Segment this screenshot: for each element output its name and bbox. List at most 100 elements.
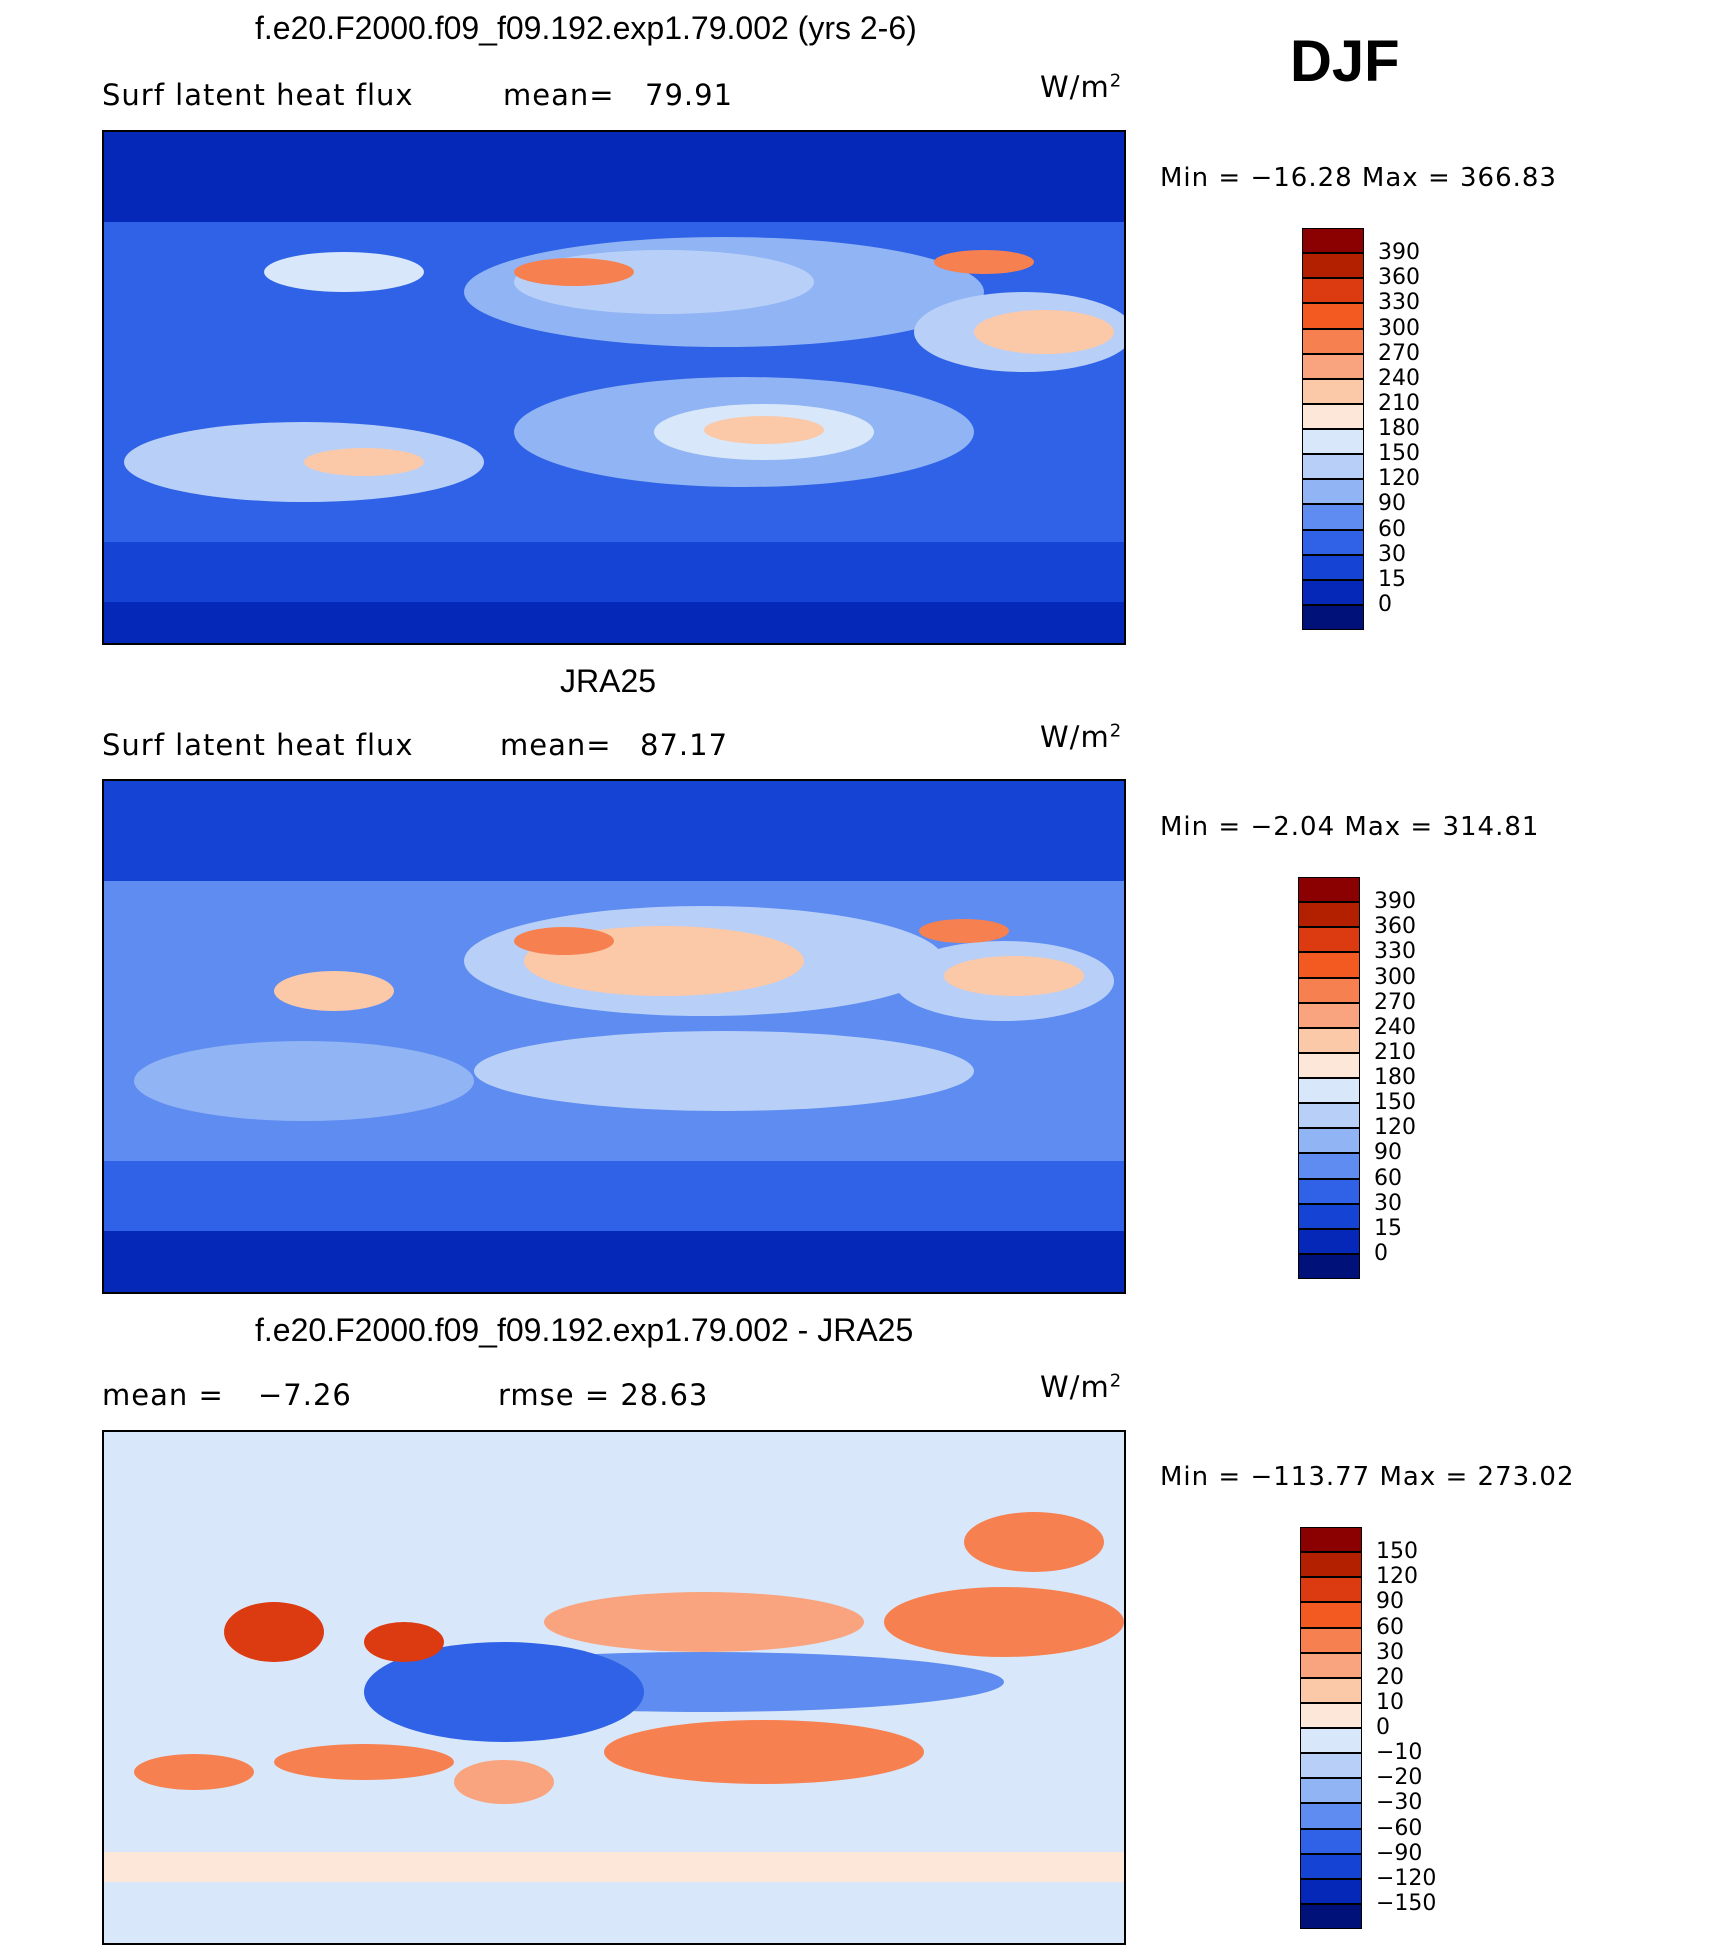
colorbar-swatch: [1300, 1602, 1362, 1628]
panel1-mean-label: mean=: [503, 78, 615, 112]
colorbar-tick-label: 120: [1376, 1564, 1418, 1590]
colorbar-tick-label: −60: [1376, 1815, 1423, 1841]
colorbar-swatch: [1298, 952, 1360, 978]
panel2-colorbar: 390 360 330 300 270 240 210 180 150 120 90 60 30 15 0: [1298, 877, 1416, 1279]
colorbar-tick-label: 330: [1374, 939, 1416, 965]
colorbar-swatch: [1302, 328, 1364, 354]
panel3-title: f.e20.F2000.f09_f09.192.exp1.79.002 - JR…: [255, 1312, 914, 1348]
colorbar-swatch: [1300, 1903, 1362, 1929]
colorbar-swatch: [1298, 1128, 1360, 1154]
colorbar-swatch: [1298, 1002, 1360, 1028]
panel2-variable: Surf latent heat flux: [102, 728, 414, 762]
colorbar-tick-label: 15: [1374, 1215, 1402, 1241]
colorbar-tick-label: 120: [1374, 1115, 1416, 1141]
colorbar-swatch: [1300, 1577, 1362, 1603]
colorbar-tick-label: −30: [1376, 1790, 1423, 1816]
colorbar-tick-label: 150: [1376, 1539, 1418, 1565]
colorbar-swatch: [1302, 504, 1364, 530]
colorbar-tick-label: 240: [1374, 1014, 1416, 1040]
colorbar-swatch: [1298, 1078, 1360, 1104]
colorbar-tick-label: −20: [1376, 1765, 1423, 1791]
colorbar-tick-label: 60: [1378, 516, 1406, 542]
colorbar-tick-label: 270: [1374, 989, 1416, 1015]
colorbar-swatch: [1298, 1052, 1360, 1078]
colorbar-tick-label: −90: [1376, 1840, 1423, 1866]
colorbar-swatch: [1298, 1203, 1360, 1229]
colorbar-swatch: [1302, 303, 1364, 329]
panel3-mean-value: −7.26: [258, 1378, 352, 1412]
colorbar-tick-label: 30: [1374, 1190, 1402, 1216]
panel1-map: [102, 130, 1126, 645]
panel2-title: JRA25: [560, 663, 657, 699]
panel3-units: W/m2: [1040, 1370, 1123, 1404]
colorbar-swatch: [1298, 927, 1360, 953]
colorbar-swatch: [1302, 479, 1364, 505]
colorbar-tick-label: 150: [1378, 441, 1420, 467]
colorbar-swatch: [1300, 1753, 1362, 1779]
panel1-title: f.e20.F2000.f09_f09.192.exp1.79.002 (yrs…: [255, 10, 917, 46]
panel1-minmax: Min = −16.28 Max = 366.83: [1160, 163, 1557, 193]
colorbar-tick-label: 90: [1374, 1140, 1402, 1166]
colorbar-tick-label: 60: [1376, 1614, 1404, 1640]
colorbar-swatch: [1300, 1527, 1362, 1553]
colorbar-swatch: [1298, 902, 1360, 928]
panel1-variable: Surf latent heat flux: [102, 78, 414, 112]
panel1-units: W/m2: [1040, 70, 1123, 104]
panel1-colorbar: 390 360 330 300 270 240 210 180 150 120 90 60 30 15 0: [1302, 228, 1420, 630]
panel3-rmse: rmse = 28.63: [498, 1378, 709, 1412]
colorbar-tick-label: 390: [1378, 240, 1420, 266]
colorbar-tick-label: 0: [1376, 1715, 1390, 1740]
colorbar-swatch: [1302, 579, 1364, 605]
colorbar-swatch: [1300, 1677, 1362, 1703]
colorbar-tick-label: 30: [1378, 541, 1406, 567]
colorbar-swatch: [1302, 278, 1364, 304]
colorbar-tick-label: 300: [1378, 315, 1420, 341]
colorbar-swatch: [1300, 1853, 1362, 1879]
colorbar-swatch: [1298, 977, 1360, 1003]
colorbar-swatch: [1300, 1702, 1362, 1728]
colorbar-swatch: [1300, 1552, 1362, 1578]
colorbar-tick-label: 330: [1378, 290, 1420, 316]
colorbar-tick-label: 120: [1378, 466, 1420, 492]
colorbar-tick-label: −150: [1376, 1890, 1437, 1916]
colorbar-tick-label: 240: [1378, 365, 1420, 391]
colorbar-swatch: [1300, 1778, 1362, 1804]
colorbar-tick-label: 210: [1374, 1039, 1416, 1065]
colorbar-swatch: [1300, 1878, 1362, 1904]
colorbar-tick-label: 360: [1374, 914, 1416, 940]
colorbar-swatch: [1300, 1803, 1362, 1829]
colorbar-swatch: [1302, 378, 1364, 404]
colorbar-tick-label: 20: [1376, 1664, 1404, 1690]
colorbar-tick-label: 30: [1376, 1639, 1404, 1665]
colorbar-tick-label: 360: [1378, 265, 1420, 291]
panel2-minmax: Min = −2.04 Max = 314.81: [1160, 812, 1540, 842]
panel3-colorbar: 150 120 90 60 30 20 10 0 −10 −20 −30 −60 −90 −120 −150: [1300, 1527, 1436, 1929]
panel3-map: [102, 1430, 1126, 1945]
colorbar-tick-label: −10: [1376, 1740, 1423, 1766]
panel3-field: [104, 1432, 1124, 1943]
colorbar-tick-label: 180: [1378, 416, 1420, 441]
panel2-map: [102, 779, 1126, 1294]
colorbar-tick-label: 90: [1376, 1589, 1404, 1615]
colorbar-tick-label: 210: [1378, 390, 1420, 416]
colorbar-tick-label: 60: [1374, 1165, 1402, 1191]
panel2-units: W/m2: [1040, 720, 1123, 754]
colorbar-tick-label: 0: [1374, 1240, 1388, 1266]
colorbar-swatch: [1300, 1828, 1362, 1854]
season-label: DJF: [1290, 29, 1400, 94]
panel2-mean-value: 87.17: [640, 728, 729, 762]
panel3-mean-label: mean =: [102, 1378, 224, 1412]
panel1-mean-value: 79.91: [645, 78, 734, 112]
panel3-minmax: Min = −113.77 Max = 273.02: [1160, 1462, 1575, 1492]
colorbar-swatch: [1302, 554, 1364, 580]
colorbar-tick-label: 180: [1374, 1065, 1416, 1090]
colorbar-swatch: [1300, 1728, 1362, 1754]
colorbar-swatch: [1302, 429, 1364, 455]
colorbar-tick-label: 150: [1374, 1090, 1416, 1116]
colorbar-swatch: [1302, 403, 1364, 429]
colorbar-swatch: [1302, 228, 1364, 254]
colorbar-swatch: [1300, 1627, 1362, 1653]
colorbar-swatch: [1302, 353, 1364, 379]
colorbar-tick-label: 390: [1374, 889, 1416, 915]
colorbar-swatch: [1302, 604, 1364, 630]
